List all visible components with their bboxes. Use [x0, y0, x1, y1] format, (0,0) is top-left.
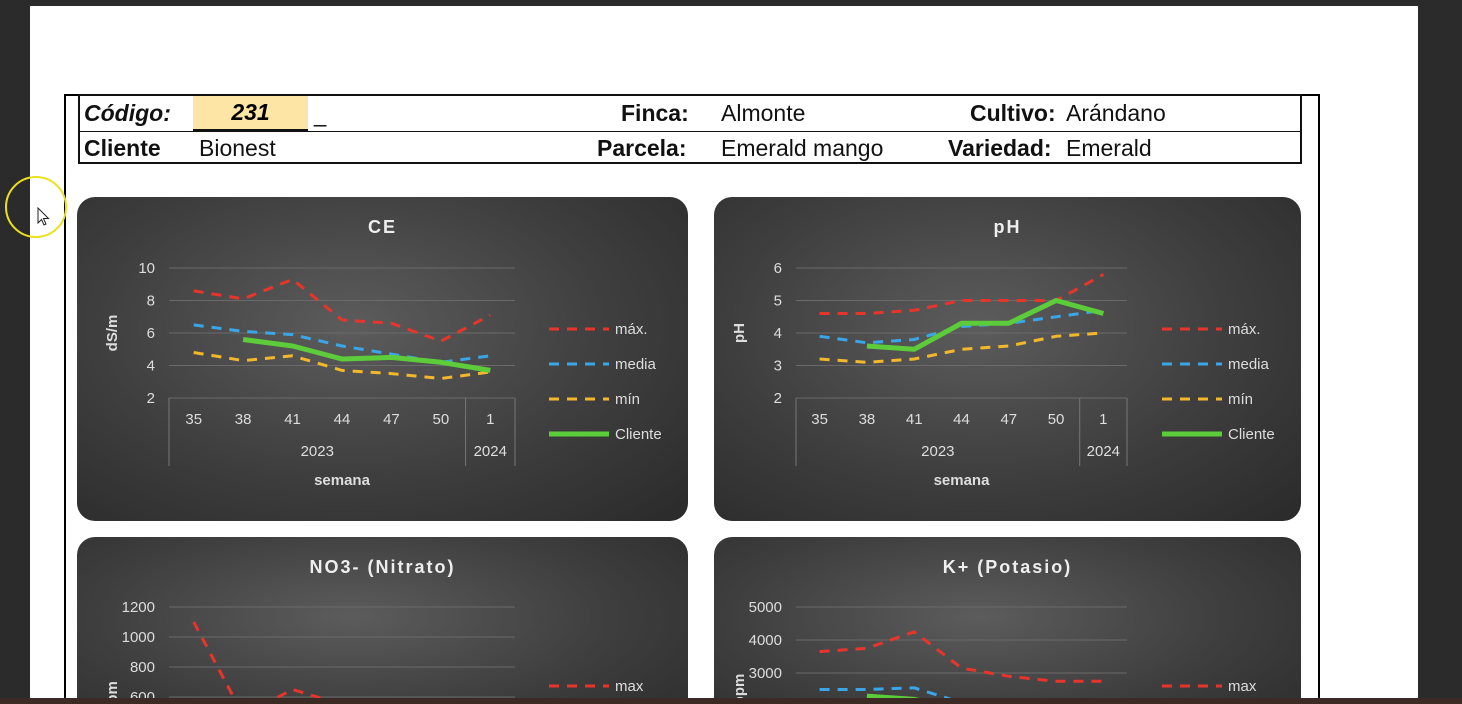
- chart-plot-ph: 2 3 4 5 6 pH 2023 2024 35 38 41 44 47 50 1 semana máx. me…: [731, 260, 1275, 489]
- header-row-1: Código: 231 _ Finca: Almonte Cultivo: Ar…: [80, 96, 1300, 132]
- x-tick-label: 41: [284, 411, 301, 428]
- series-line-max: [192, 621, 326, 698]
- legend-label: máx.: [615, 321, 648, 338]
- chart-title-k: K+ (Potasio): [942, 557, 1073, 577]
- x-tick-label: 38: [235, 411, 252, 428]
- header-row-2: Cliente Bionest Parcela: Emerald mango V…: [80, 131, 1300, 166]
- group-label: 2023: [301, 443, 334, 460]
- legend-label: Cliente: [1228, 426, 1275, 443]
- x-axis-label: semana: [314, 472, 371, 489]
- x-tick-label: 50: [433, 411, 450, 428]
- y-tick-label: 4000: [749, 632, 782, 649]
- x-tick-label: 47: [383, 411, 400, 428]
- legend-label: media: [1228, 356, 1270, 373]
- series-line-máx.: [193, 277, 491, 343]
- y-tick-label: 3000: [749, 665, 782, 682]
- group-label: 2024: [474, 443, 507, 460]
- finca-value[interactable]: Almonte: [721, 100, 806, 126]
- y-tick-label: 600: [130, 689, 155, 698]
- legend-label: max: [1228, 678, 1257, 695]
- x-tick-label: 44: [334, 411, 351, 428]
- x-tick-label: 44: [953, 411, 970, 428]
- y-axis-label: ppm: [104, 681, 121, 698]
- chart-ce[interactable]: CE 2 4 6 8 10 dS/m 2023 2024 35 38 41 44 47 50 1 semana…: [77, 197, 688, 521]
- series-line-media: [193, 323, 491, 364]
- legend-label: media: [615, 356, 657, 373]
- codigo-dash: _: [314, 102, 327, 127]
- x-axis-label: semana: [934, 472, 991, 489]
- y-axis-label: dS/m: [104, 315, 121, 352]
- group-label: 2023: [921, 443, 954, 460]
- y-tick-label: 3: [774, 358, 782, 375]
- chart-plot-no3: 600 800 1000 1200 ppm max: [104, 599, 644, 698]
- legend-label: máx.: [1228, 321, 1261, 338]
- series-line-Cliente: [242, 337, 491, 373]
- series-line-mín: [819, 331, 1104, 364]
- group-label: 2024: [1087, 443, 1120, 460]
- y-tick-label: 6: [147, 325, 155, 342]
- parcela-label: Parcela:: [597, 135, 687, 161]
- cultivo-label: Cultivo:: [970, 100, 1056, 126]
- page-frame-left: [64, 94, 66, 698]
- y-tick-label: 2: [147, 390, 155, 407]
- parcela-value[interactable]: Emerald mango: [721, 135, 884, 161]
- chart-title-ce: CE: [367, 217, 397, 237]
- y-tick-label: 1200: [122, 599, 155, 616]
- x-tick-label: 35: [185, 411, 202, 428]
- variedad-value[interactable]: Emerald: [1066, 135, 1152, 161]
- x-tick-label: 35: [811, 411, 828, 428]
- series-line-max: [819, 630, 1104, 683]
- mouse-pointer-icon: [37, 207, 50, 226]
- x-tick-label: 41: [906, 411, 923, 428]
- taskbar-strip: [0, 698, 1462, 704]
- y-tick-label: 4: [774, 325, 782, 342]
- report-header: Código: 231 _ Finca: Almonte Cultivo: Ar…: [78, 94, 1302, 164]
- y-tick-label: 1000: [122, 629, 155, 646]
- chart-ph[interactable]: pH 2 3 4 5 6 pH 2023 2024 35 38 41 44 47 50 1 semana máx…: [714, 197, 1301, 521]
- finca-label: Finca:: [621, 100, 689, 126]
- series-line-máx.: [819, 273, 1105, 315]
- cursor-highlight-ring: [5, 176, 67, 238]
- legend-label: max: [615, 678, 644, 695]
- y-tick-label: 800: [130, 659, 155, 676]
- y-tick-label: 5: [774, 293, 782, 310]
- page-frame-right: [1318, 94, 1320, 698]
- variedad-label: Variedad:: [948, 135, 1052, 161]
- legend-label: mín: [615, 391, 640, 408]
- y-tick-label: 6: [774, 260, 782, 277]
- codigo-value[interactable]: 231: [193, 96, 308, 131]
- y-tick-label: 8: [147, 293, 155, 310]
- series-line-Cliente: [866, 298, 1105, 352]
- series-line-mín: [193, 351, 491, 380]
- series-line-media: [819, 308, 1104, 345]
- cliente-value[interactable]: Bionest: [199, 135, 276, 161]
- y-axis-label: ppm: [731, 674, 748, 698]
- chart-title-no3: NO3- (Nitrato): [309, 557, 456, 577]
- y-tick-label: 4: [147, 358, 155, 375]
- chart-title-ph: pH: [993, 217, 1022, 237]
- y-tick-label: 2: [774, 390, 782, 407]
- cultivo-value[interactable]: Arándano: [1066, 100, 1166, 126]
- chart-no3[interactable]: NO3- (Nitrato) 600 800 1000 1200 ppm max: [77, 537, 688, 698]
- x-tick-label: 1: [486, 411, 494, 428]
- series-line-media: [819, 686, 952, 698]
- y-axis-label: pH: [731, 323, 748, 343]
- y-tick-label: 5000: [749, 599, 782, 616]
- cliente-label: Cliente: [84, 135, 161, 161]
- codigo-label: Código:: [84, 100, 171, 126]
- report-page: Código: 231 _ Finca: Almonte Cultivo: Ar…: [30, 6, 1418, 698]
- x-tick-label: 47: [1000, 411, 1017, 428]
- legend-label: Cliente: [615, 426, 662, 443]
- legend-label: mín: [1228, 391, 1253, 408]
- x-tick-label: 1: [1099, 411, 1107, 428]
- chart-plot-k: 3000 4000 5000 ppm max: [731, 599, 1257, 698]
- chart-k[interactable]: K+ (Potasio) 3000 4000 5000 ppm max: [714, 537, 1301, 698]
- y-tick-label: 10: [138, 260, 155, 277]
- x-tick-label: 50: [1048, 411, 1065, 428]
- chart-plot-ce: 2 4 6 8 10 dS/m 2023 2024 35 38 41 44 47 50 1 semana máx…: [104, 260, 662, 489]
- x-tick-label: 38: [859, 411, 876, 428]
